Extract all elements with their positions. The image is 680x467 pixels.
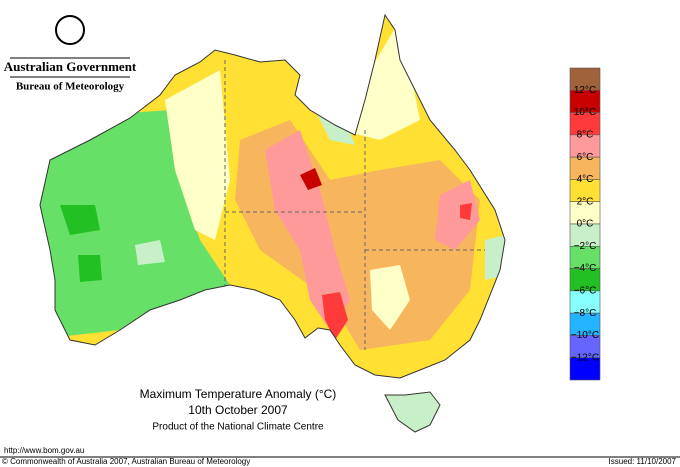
legend-label: −12°C <box>571 352 599 363</box>
map-date: 10th October 2007 <box>188 403 288 417</box>
map-credit: Product of the National Climate Centre <box>152 422 324 433</box>
legend-swatch <box>569 357 601 381</box>
region <box>40 110 230 340</box>
crest <box>55 15 85 45</box>
legend-label: −4°C <box>574 263 597 274</box>
logo: Australian Government Bureau of Meteorol… <box>4 15 137 93</box>
legend: 12°C 10°C 8°C 6°C 4°C 2°C 0°C −2°C −4°C −6°C −8°C −… <box>569 67 601 381</box>
bureau: Bureau of Meteorology <box>16 81 125 93</box>
legend-label: 6°C <box>577 152 594 163</box>
legend-label: 8°C <box>577 129 594 140</box>
region <box>78 255 102 282</box>
region <box>165 70 230 240</box>
tasmania <box>384 391 441 433</box>
legend-label: 4°C <box>577 174 594 185</box>
legend-label: −6°C <box>574 285 597 296</box>
region <box>322 292 348 340</box>
issued: Issued: 11/10/2007 <box>609 457 677 466</box>
legend-label: −2°C <box>574 241 597 252</box>
region <box>460 203 472 220</box>
legend-label: −10°C <box>571 330 599 341</box>
government: Australian Government <box>4 59 137 74</box>
legend-label: 10°C <box>574 107 596 118</box>
region <box>435 180 480 250</box>
legend-label: −8°C <box>574 308 597 319</box>
legend-label: 12°C <box>574 85 596 96</box>
url: http://www.bom.gov.au <box>4 446 84 455</box>
legend-label: 2°C <box>577 196 594 207</box>
region <box>60 205 100 235</box>
copyright: © Commonwealth of Australia 2007, Austra… <box>2 457 250 466</box>
map-title: Maximum Temperature Anomaly (°C) <box>140 387 337 401</box>
region <box>265 130 350 330</box>
region <box>370 265 410 330</box>
region <box>135 240 165 265</box>
region <box>300 168 322 190</box>
coastline <box>39 13 506 379</box>
legend-label: 0°C <box>577 219 594 230</box>
